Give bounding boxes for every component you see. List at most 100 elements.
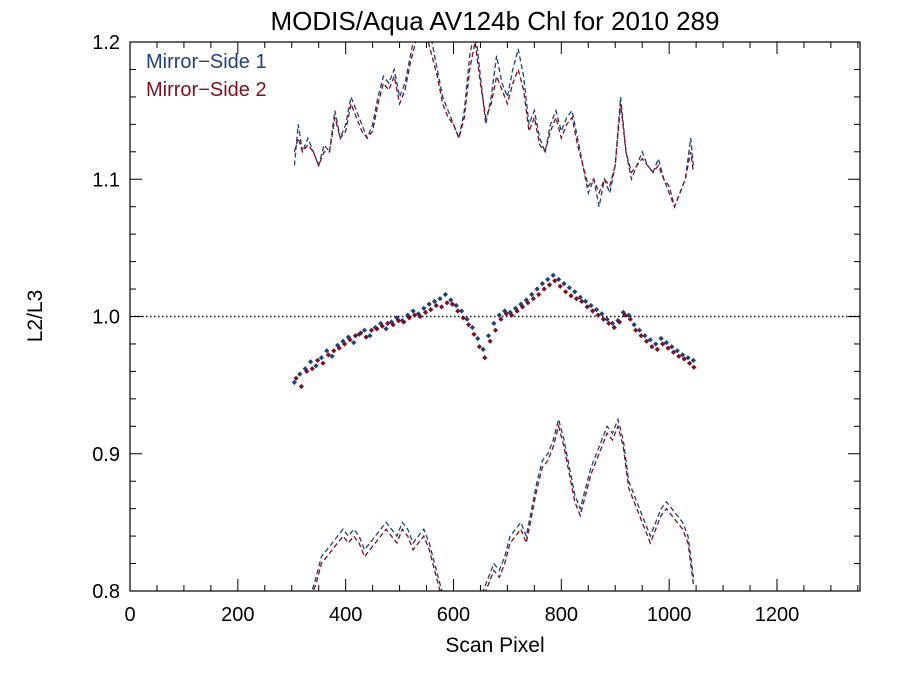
legend-entry-1: Mirror−Side 1 <box>146 51 267 73</box>
series-1-point-17 <box>383 326 389 332</box>
series-1-point-45 <box>534 286 540 292</box>
series-2-point-18 <box>390 322 396 328</box>
series-2-point-1 <box>298 383 304 390</box>
series-1-point-23 <box>415 311 421 317</box>
series-2-point-3 <box>309 366 315 372</box>
chart-title: MODIS/Aqua AV124b Chl for 2010 289 <box>270 6 719 36</box>
series-1-point-49 <box>556 276 562 282</box>
series-1-upper-line <box>293 42 695 209</box>
series-2-point-57 <box>600 316 606 322</box>
series-2-point-14 <box>368 327 375 333</box>
series-2-point-71 <box>676 353 682 359</box>
series-1-point-51 <box>566 285 572 291</box>
series-2-point-70 <box>670 349 677 355</box>
series-2-point-30 <box>455 308 461 314</box>
series-1-point-63 <box>631 322 637 328</box>
series-2-point-33 <box>471 331 477 337</box>
series-1-point-43 <box>523 297 529 303</box>
series-2-point-46 <box>541 286 547 292</box>
series-2-point-65 <box>643 338 650 344</box>
series-1-point-36 <box>485 333 492 339</box>
series-1-point-60 <box>615 318 621 324</box>
x-tick-label-5: 1000 <box>647 604 692 626</box>
series-2-point-68 <box>660 341 666 347</box>
series-2-point-69 <box>665 345 671 351</box>
series-2-point-64 <box>638 333 644 339</box>
series-1-point-71 <box>674 348 680 354</box>
y-tick-label-0: 0.8 <box>92 581 120 603</box>
series-1-point-12 <box>356 331 362 337</box>
y-tick-label-3: 1.1 <box>92 169 120 191</box>
series-2-point-45 <box>536 291 542 298</box>
series-2-point-74 <box>691 364 697 370</box>
series-1-point-72 <box>680 352 686 358</box>
series-1-point-64 <box>636 327 643 333</box>
series-1-point-6 <box>324 348 330 354</box>
series-1-point-7 <box>329 353 335 359</box>
series-1-point-10 <box>345 334 351 340</box>
series-1-point-62 <box>626 312 632 318</box>
series-2-point-23 <box>417 313 423 320</box>
series-1-point-38 <box>496 312 502 318</box>
series-1-point-48 <box>550 272 556 278</box>
series-1-point-4 <box>313 363 319 369</box>
series-2-point-43 <box>525 300 531 306</box>
series-2-point-24 <box>422 309 429 315</box>
series-2-point-31 <box>460 315 466 321</box>
series-2-upper-line <box>293 42 695 209</box>
series-2-point-61 <box>622 312 628 318</box>
series-1-point-46 <box>539 281 545 287</box>
series-1-point-22 <box>410 308 416 314</box>
series-1-point-33 <box>469 324 475 331</box>
series-2-point-56 <box>595 312 601 318</box>
series-1-point-44 <box>529 291 535 298</box>
series-2-point-5 <box>320 360 326 366</box>
series-1-point-27 <box>437 296 443 302</box>
series-2-point-21 <box>406 315 412 321</box>
series-2-point-2 <box>304 368 310 374</box>
series-2-point-39 <box>503 311 509 317</box>
series-1-point-41 <box>512 305 519 311</box>
series-1-point-20 <box>399 318 405 324</box>
series-1-point-21 <box>405 312 411 318</box>
series-1-point-35 <box>480 346 486 352</box>
series-2-point-7 <box>331 348 337 354</box>
y-tick-label-1: 0.9 <box>92 444 120 466</box>
legend: Mirror−Side 1 Mirror−Side 2 <box>146 51 267 101</box>
series-2-point-66 <box>649 344 655 350</box>
series-2-point-10 <box>347 337 353 343</box>
x-tick-label-0: 0 <box>124 604 135 626</box>
series-1-point-14 <box>367 333 373 339</box>
series-2-point-26 <box>433 302 439 309</box>
series-1-point-42 <box>518 301 524 307</box>
series-1-point-25 <box>426 301 432 307</box>
series-2-point-25 <box>428 307 434 313</box>
series-1-point-50 <box>561 281 567 287</box>
series-1-point-37 <box>491 320 497 326</box>
data-layer <box>291 42 697 591</box>
series-1-point-65 <box>642 333 648 339</box>
series-2-point-20 <box>401 319 407 325</box>
series-2-point-38 <box>498 316 504 322</box>
series-2-point-53 <box>579 298 585 304</box>
x-tick-label-6: 1200 <box>755 604 800 626</box>
series-1-point-53 <box>577 294 583 300</box>
series-1-point-56 <box>593 307 599 313</box>
x-tick-label-1: 200 <box>221 604 254 626</box>
series-1-point-58 <box>604 316 610 322</box>
series-1-point-16 <box>378 320 384 326</box>
series-2-point-62 <box>627 316 633 322</box>
series-1-point-24 <box>421 305 427 311</box>
series-2-point-58 <box>606 320 612 326</box>
series-1-point-34 <box>475 335 481 342</box>
series-2-point-55 <box>590 308 596 314</box>
series-1-point-5 <box>318 355 324 361</box>
series-2-point-9 <box>342 341 348 347</box>
series-2-point-13 <box>363 334 369 340</box>
series-1-point-1 <box>297 371 303 377</box>
series-1-point-40 <box>507 309 513 315</box>
series-2-point-67 <box>654 346 660 352</box>
series-2-point-28 <box>444 300 450 306</box>
series-2-point-40 <box>509 312 515 318</box>
